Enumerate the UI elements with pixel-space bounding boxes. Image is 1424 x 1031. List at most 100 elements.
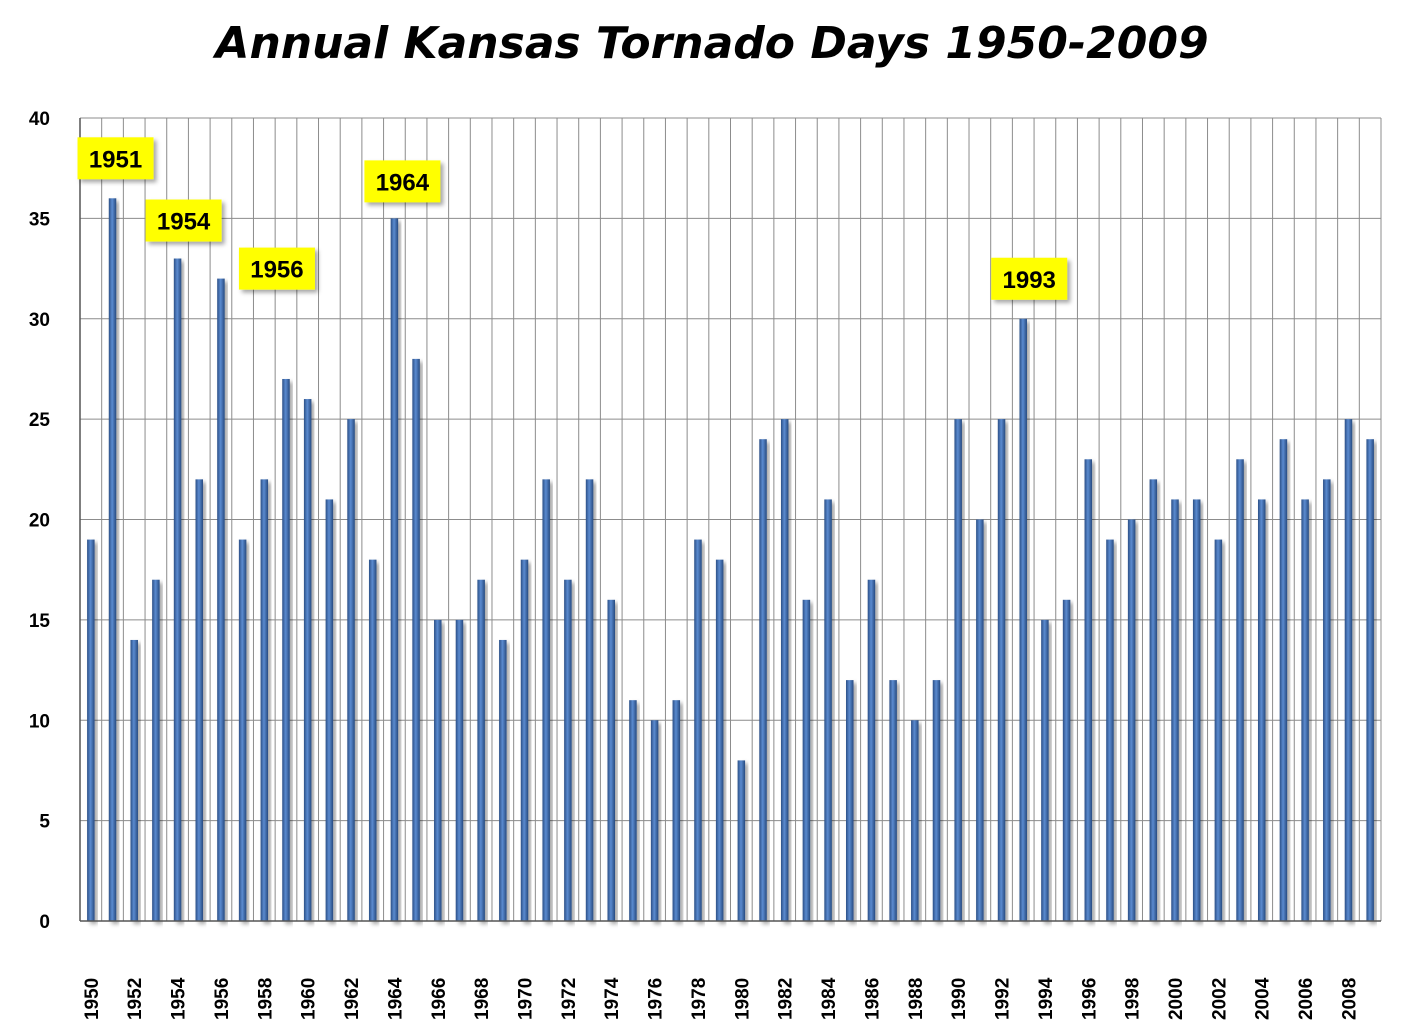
bar-1974 [607, 599, 615, 921]
x-tick-label: 2002 [1209, 978, 1230, 1020]
bar-1979 [715, 559, 724, 921]
bar-1982 [780, 419, 789, 921]
bar-1985 [846, 680, 854, 921]
x-tick-label: 1990 [949, 978, 970, 1020]
x-tick-label: 1978 [689, 978, 710, 1020]
y-tick-label: 15 [29, 611, 51, 632]
bar-1964 [390, 218, 399, 921]
bar-1988 [911, 720, 919, 921]
bar-1960 [303, 399, 312, 921]
x-tick-label: 1992 [993, 978, 1014, 1020]
bar-1993 [1019, 318, 1027, 921]
x-tick-labels: 1950 1952 1954 1956 1958 1960 1962 1964 1966 1968… [82, 977, 1361, 1020]
bar-1980 [737, 760, 746, 921]
callout-label: 1951 [89, 146, 142, 173]
callout-label: 1993 [1003, 267, 1056, 294]
x-tick-label: 2006 [1296, 978, 1317, 1020]
bar-1962 [347, 419, 355, 921]
x-tick-label: 1984 [819, 977, 840, 1020]
bar-1976 [650, 720, 659, 921]
callout-1956: 1956 [238, 247, 315, 290]
x-tick-label: 1986 [862, 978, 883, 1020]
bar-1956 [217, 278, 225, 922]
callout-label: 1954 [157, 209, 211, 236]
bar-1952 [130, 639, 138, 921]
bar-1999 [1149, 479, 1158, 921]
y-tick-label: 0 [39, 912, 50, 933]
x-tick-label: 2004 [1253, 977, 1274, 1020]
callout-label: 1964 [376, 169, 430, 196]
bar-1972 [564, 579, 572, 921]
x-tick-label: 1968 [472, 978, 493, 1020]
bar-1954 [173, 258, 182, 921]
x-tick-label: 1954 [169, 977, 190, 1020]
x-tick-label: 1962 [342, 978, 363, 1020]
bar-1992 [997, 419, 1006, 921]
bar-1986 [867, 579, 876, 921]
y-tick-label: 20 [29, 511, 50, 532]
bar-1990 [954, 419, 962, 921]
bars-group [87, 198, 1374, 922]
y-tick-label: 35 [29, 209, 51, 230]
x-tick-label: 1998 [1123, 978, 1144, 1020]
bar-2009 [1366, 439, 1374, 921]
x-tick-label: 2008 [1339, 978, 1360, 1020]
bar-1991 [976, 519, 984, 921]
bar-2000 [1171, 499, 1179, 921]
bar-2006 [1301, 499, 1309, 921]
x-tick-label: 1976 [646, 978, 667, 1020]
bar-1978 [694, 539, 702, 921]
bar-1983 [802, 599, 811, 921]
callout-box [145, 199, 222, 242]
bar-1968 [477, 579, 485, 921]
x-tick-label: 1956 [212, 978, 233, 1020]
bar-1967 [455, 619, 464, 921]
bar-2002 [1214, 539, 1223, 921]
callout-1964: 1964 [364, 160, 441, 203]
y-tick-label: 10 [29, 711, 50, 732]
bar-2007 [1323, 479, 1331, 921]
x-tick-label: 1980 [732, 978, 753, 1020]
bar-1969 [499, 639, 507, 921]
bar-1998 [1127, 519, 1136, 921]
bar-1957 [238, 539, 247, 921]
bar-1953 [152, 579, 160, 921]
callout-box [991, 257, 1068, 300]
bar-1995 [1062, 599, 1071, 921]
bar-1950 [87, 539, 95, 921]
bar-1963 [368, 559, 377, 921]
x-tick-label: 1952 [125, 978, 146, 1020]
y-tick-label: 25 [29, 410, 51, 431]
x-tick-label: 2000 [1166, 978, 1187, 1020]
bar-1958 [260, 479, 269, 921]
x-tick-label: 1972 [559, 978, 580, 1020]
bar-1997 [1106, 539, 1114, 921]
bar-1959 [282, 378, 290, 922]
x-tick-label: 1994 [1036, 977, 1057, 1020]
bar-2001 [1192, 499, 1201, 921]
chart-title: Annual Kansas Tornado Days 1950-2009 [215, 18, 1209, 69]
callout-1993: 1993 [991, 257, 1068, 300]
bar-1977 [672, 700, 681, 921]
x-tick-label: 1988 [906, 978, 927, 1020]
x-tick-label: 1982 [776, 978, 797, 1020]
x-tick-label: 1964 [385, 977, 406, 1020]
y-tick-labels: 0 5 10 15 20 25 30 35 40 [29, 109, 51, 933]
x-tick-label: 1960 [299, 978, 320, 1020]
callouts: 1951 1954 1956 1964 1993 [77, 137, 1068, 300]
bar-1984 [824, 499, 832, 921]
x-tick-label: 1950 [82, 978, 103, 1020]
bar-1989 [932, 680, 941, 921]
x-tick-label: 1970 [516, 978, 537, 1020]
bar-2005 [1279, 439, 1288, 921]
bar-2004 [1257, 499, 1266, 921]
bar-1965 [412, 358, 420, 921]
callout-1951: 1951 [77, 137, 154, 180]
y-tick-label: 5 [39, 812, 50, 833]
axes [79, 118, 1381, 922]
bar-1961 [325, 499, 334, 921]
bar-2003 [1236, 459, 1244, 921]
bar-1971 [542, 479, 550, 921]
x-tick-label: 1974 [602, 977, 623, 1020]
